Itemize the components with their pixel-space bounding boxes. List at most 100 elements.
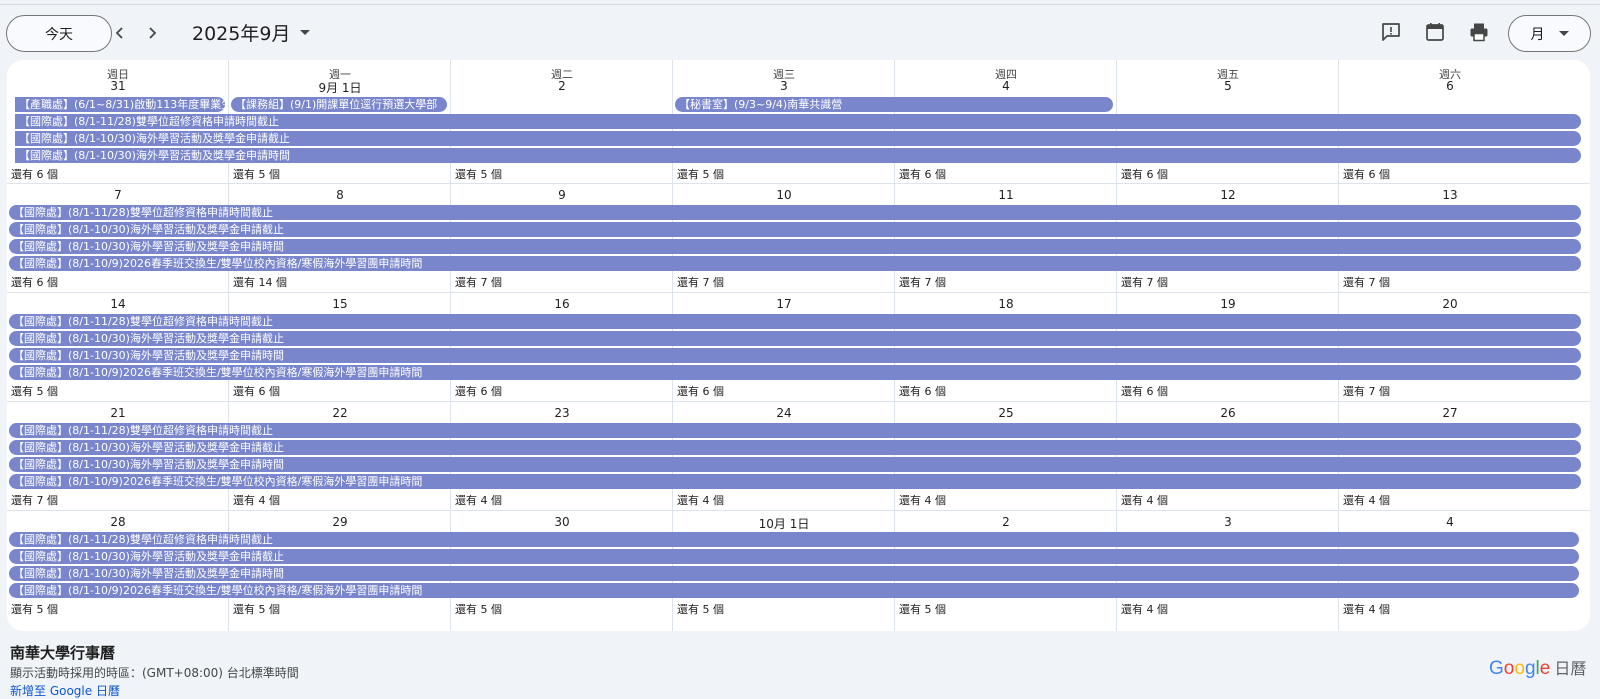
- more-events-link[interactable]: 還有 4 個: [899, 494, 946, 507]
- more-events-link[interactable]: 還有 7 個: [1343, 276, 1390, 289]
- calendar-button[interactable]: [1422, 19, 1448, 45]
- more-events-link[interactable]: 還有 4 個: [1343, 603, 1390, 616]
- day-number[interactable]: 11: [998, 188, 1014, 202]
- feedback-button[interactable]: [1378, 19, 1404, 45]
- day-number[interactable]: 17: [776, 297, 792, 311]
- view-selector[interactable]: 月: [1508, 15, 1591, 52]
- day-number[interactable]: 25: [998, 406, 1014, 420]
- day-number[interactable]: 9月 1日: [318, 81, 362, 95]
- event-chip[interactable]: 【國際處】(8/1-11/28)雙學位超修資格申請時間截止: [9, 314, 1581, 329]
- more-events-link[interactable]: 還有 6 個: [899, 168, 946, 181]
- day-number[interactable]: 29: [332, 515, 348, 529]
- more-events-link[interactable]: 還有 5 個: [233, 603, 280, 616]
- day-number[interactable]: 2: [558, 79, 566, 93]
- add-to-google-calendar-link[interactable]: 新增至 Google 日曆: [10, 684, 120, 698]
- event-chip[interactable]: 【國際處】(8/1-10/30)海外學習活動及獎學金申請時間: [9, 348, 1581, 363]
- day-number[interactable]: 22: [332, 406, 348, 420]
- more-events-link[interactable]: 還有 7 個: [677, 276, 724, 289]
- day-number[interactable]: 15: [332, 297, 348, 311]
- more-events-link[interactable]: 還有 6 個: [11, 276, 58, 289]
- day-number[interactable]: 12: [1220, 188, 1236, 202]
- day-number[interactable]: 19: [1220, 297, 1236, 311]
- more-events-link[interactable]: 還有 6 個: [1343, 168, 1390, 181]
- more-events-link[interactable]: 還有 5 個: [11, 385, 58, 398]
- event-chip[interactable]: 【國際處】(8/1-10/9)2026春季班交換生/雙學位校內資格/寒假海外學習…: [9, 474, 1581, 489]
- day-number[interactable]: 3: [780, 79, 788, 93]
- more-events-link[interactable]: 還有 6 個: [1121, 385, 1168, 398]
- more-events-link[interactable]: 還有 5 個: [899, 603, 946, 616]
- more-events-link[interactable]: 還有 6 個: [1121, 168, 1168, 181]
- more-events-link[interactable]: 還有 5 個: [455, 168, 502, 181]
- more-events-link[interactable]: 還有 6 個: [899, 385, 946, 398]
- more-events-link[interactable]: 還有 4 個: [455, 494, 502, 507]
- more-events-link[interactable]: 還有 14 個: [233, 276, 287, 289]
- event-chip[interactable]: 【國際處】(8/1-10/30)海外學習活動及獎學金申請時間: [15, 148, 1581, 163]
- event-chip[interactable]: 【國際處】(8/1-10/30)海外學習活動及獎學金申請截止: [15, 131, 1581, 146]
- month-picker[interactable]: 2025年9月: [192, 17, 311, 47]
- more-events-link[interactable]: 還有 5 個: [233, 168, 280, 181]
- more-events-link[interactable]: 還有 7 個: [899, 276, 946, 289]
- event-chip[interactable]: 【國際處】(8/1-10/30)海外學習活動及獎學金申請時間: [9, 239, 1581, 254]
- day-number[interactable]: 16: [554, 297, 570, 311]
- event-chip[interactable]: 【國際處】(8/1-10/30)海外學習活動及獎學金申請截止: [9, 331, 1581, 346]
- day-number[interactable]: 6: [1446, 79, 1454, 93]
- more-events-link[interactable]: 還有 4 個: [1343, 494, 1390, 507]
- event-chip[interactable]: 【國際處】(8/1-11/28)雙學位超修資格申請時間截止: [9, 205, 1581, 220]
- event-chip[interactable]: 【國際處】(8/1-10/30)海外學習活動及獎學金申請時間: [9, 457, 1581, 472]
- more-events-link[interactable]: 還有 6 個: [233, 385, 280, 398]
- event-chip[interactable]: 【產職處】(6/1~8/31)啟動113年度畢業生流向調查: [15, 97, 225, 112]
- day-number[interactable]: 8: [336, 188, 344, 202]
- more-events-link[interactable]: 還有 7 個: [11, 494, 58, 507]
- day-number[interactable]: 30: [554, 515, 570, 529]
- day-number[interactable]: 5: [1224, 79, 1232, 93]
- day-number[interactable]: 14: [110, 297, 126, 311]
- event-chip[interactable]: 【國際處】(8/1-10/9)2026春季班交換生/雙學位校內資格/寒假海外學習…: [9, 365, 1581, 380]
- more-events-link[interactable]: 還有 6 個: [677, 385, 724, 398]
- event-chip[interactable]: 【國際處】(8/1-11/28)雙學位超修資格申請時間截止: [9, 532, 1579, 547]
- more-events-link[interactable]: 還有 4 個: [1121, 494, 1168, 507]
- day-number[interactable]: 13: [1442, 188, 1458, 202]
- day-number[interactable]: 3: [1224, 515, 1232, 529]
- day-number[interactable]: 23: [554, 406, 570, 420]
- event-chip[interactable]: 【國際處】(8/1-10/30)海外學習活動及獎學金申請時間: [9, 566, 1579, 581]
- more-events-link[interactable]: 還有 4 個: [1121, 603, 1168, 616]
- day-number[interactable]: 21: [110, 406, 126, 420]
- event-chip[interactable]: 【國際處】(8/1-10/30)海外學習活動及獎學金申請截止: [9, 440, 1581, 455]
- day-number[interactable]: 7: [114, 188, 122, 202]
- more-events-link[interactable]: 還有 7 個: [455, 276, 502, 289]
- more-events-link[interactable]: 還有 6 個: [455, 385, 502, 398]
- day-number[interactable]: 20: [1442, 297, 1458, 311]
- day-number[interactable]: 31: [110, 79, 126, 93]
- day-number[interactable]: 26: [1220, 406, 1236, 420]
- day-number[interactable]: 2: [1002, 515, 1010, 529]
- event-chip[interactable]: 【國際處】(8/1-11/28)雙學位超修資格申請時間截止: [15, 114, 1581, 129]
- more-events-link[interactable]: 還有 5 個: [11, 603, 58, 616]
- event-chip[interactable]: 【國際處】(8/1-10/30)海外學習活動及獎學金申請截止: [9, 222, 1581, 237]
- more-events-link[interactable]: 還有 7 個: [1343, 385, 1390, 398]
- more-events-link[interactable]: 還有 5 個: [677, 603, 724, 616]
- event-chip[interactable]: 【國際處】(8/1-10/9)2026春季班交換生/雙學位校內資格/寒假海外學習…: [9, 256, 1581, 271]
- more-events-link[interactable]: 還有 6 個: [11, 168, 58, 181]
- event-chip[interactable]: 【國際處】(8/1-10/30)海外學習活動及獎學金申請截止: [9, 549, 1579, 564]
- previous-month-button[interactable]: [106, 19, 134, 47]
- more-events-link[interactable]: 還有 5 個: [677, 168, 724, 181]
- more-events-link[interactable]: 還有 4 個: [233, 494, 280, 507]
- day-number[interactable]: 4: [1002, 79, 1010, 93]
- more-events-link[interactable]: 還有 5 個: [455, 603, 502, 616]
- more-events-link[interactable]: 還有 4 個: [677, 494, 724, 507]
- day-number[interactable]: 10: [776, 188, 792, 202]
- day-number[interactable]: 18: [998, 297, 1014, 311]
- today-button[interactable]: 今天: [6, 15, 112, 52]
- day-number[interactable]: 28: [110, 515, 126, 529]
- day-number[interactable]: 24: [776, 406, 792, 420]
- day-number[interactable]: 4: [1446, 515, 1454, 529]
- print-button[interactable]: [1466, 19, 1492, 45]
- event-chip[interactable]: 【課務組】(9/1)開課單位逕行預選大學部: [231, 97, 447, 112]
- event-chip[interactable]: 【國際處】(8/1-10/9)2026春季班交換生/雙學位校內資格/寒假海外學習…: [9, 583, 1579, 598]
- event-chip[interactable]: 【秘書室】(9/3~9/4)南華共識營: [675, 97, 1113, 112]
- day-number[interactable]: 9: [558, 188, 566, 202]
- day-number[interactable]: 10月 1日: [758, 517, 810, 531]
- day-number[interactable]: 27: [1442, 406, 1458, 420]
- next-month-button[interactable]: [138, 19, 166, 47]
- more-events-link[interactable]: 還有 7 個: [1121, 276, 1168, 289]
